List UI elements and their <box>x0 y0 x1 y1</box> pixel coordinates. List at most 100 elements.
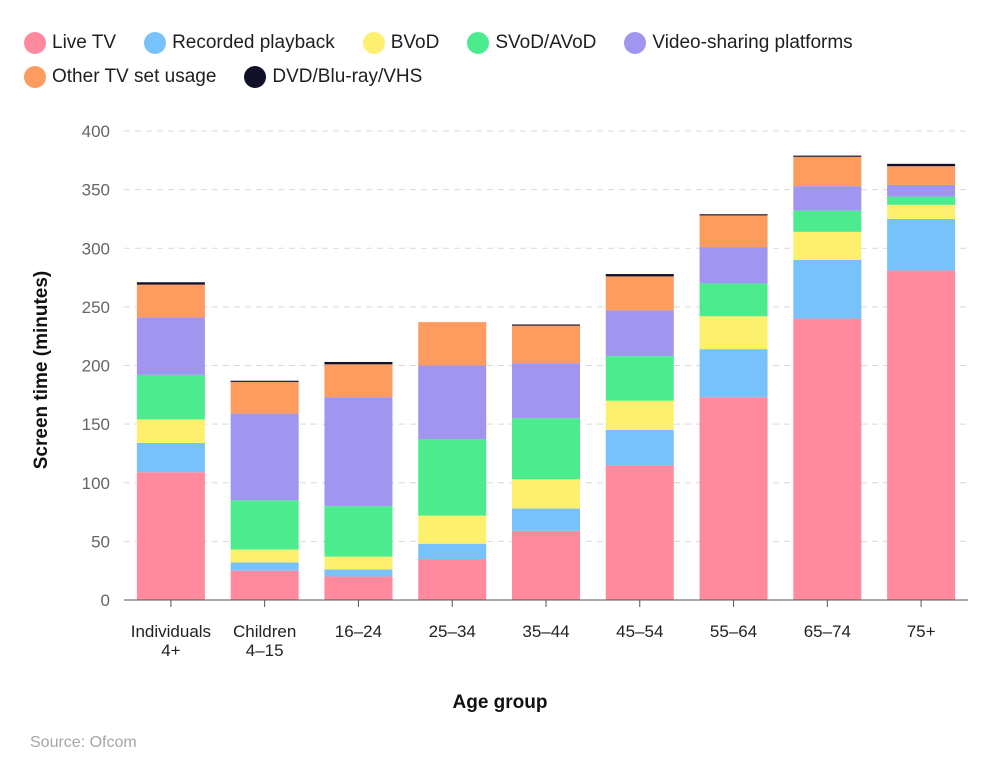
bar-segment-6-2 <box>699 316 768 350</box>
bar-segment-7-1 <box>793 259 862 319</box>
bar-segment-7-5 <box>793 156 862 187</box>
bar-segment-3-5 <box>418 322 487 366</box>
bar-segment-4-2 <box>512 479 580 509</box>
bar-stack-0 <box>136 282 205 600</box>
bar-segment-6-5 <box>699 215 768 248</box>
bar-segment-5-3 <box>605 356 674 401</box>
bar-stack-1 <box>230 380 299 600</box>
legend-item-bvod: BVoD <box>362 32 440 54</box>
x-axis-ticks: Individuals 4+ Children 4–15 16–24 25–34 35–44… <box>131 600 936 660</box>
y-tick-label-50: 50 <box>91 532 110 551</box>
bar-segment-0-0 <box>136 472 205 600</box>
legend-label-live-tv: Live TV <box>52 32 117 53</box>
y-tick-label-250: 250 <box>82 298 110 317</box>
bar-segment-4-4 <box>512 363 580 419</box>
bar-stack-3 <box>418 322 487 600</box>
bar-segment-1-0 <box>230 570 299 600</box>
x-tick-label-3: 25–34 <box>429 622 476 641</box>
bar-segment-1-3 <box>230 500 299 550</box>
bar-segment-5-6 <box>605 274 674 277</box>
bar-segment-8-0 <box>887 270 956 600</box>
bar-segment-3-4 <box>418 365 487 440</box>
bar-segment-8-6 <box>887 163 956 167</box>
y-axis-ticks: 0 50 100 150 200 250 300 350 400 <box>82 122 110 610</box>
bar-segment-4-3 <box>512 418 580 480</box>
bar-segment-1-6 <box>230 380 299 382</box>
bar-segment-1-2 <box>230 549 299 563</box>
bar-segment-4-6 <box>512 324 580 326</box>
legend-item-other-tv-set-usage: Other TV set usage <box>24 66 216 88</box>
bar-segment-2-0 <box>324 576 393 600</box>
bar-segment-3-1 <box>418 543 487 559</box>
bar-segment-7-4 <box>793 186 862 211</box>
legend-swatch-dvd-bluray-vhs <box>244 66 267 88</box>
legend-label-recorded-playback: Recorded playback <box>172 32 335 53</box>
x-tick-label-5: 45–54 <box>616 622 663 641</box>
bar-segment-2-5 <box>324 364 393 398</box>
bar-segment-5-1 <box>605 429 674 466</box>
bar-stack-4 <box>512 324 580 600</box>
bar-segment-7-6 <box>793 155 862 157</box>
bar-segment-8-1 <box>887 218 956 271</box>
legend-swatch-recorded-playback <box>144 32 167 54</box>
bar-segment-0-2 <box>136 419 205 443</box>
source-note: Source: Ofcom <box>30 734 137 751</box>
y-tick-label-350: 350 <box>82 181 110 200</box>
bar-segment-1-4 <box>230 413 299 501</box>
legend-item-live-tv: Live TV <box>24 32 116 54</box>
y-tick-label-300: 300 <box>82 239 110 258</box>
y-tick-label-100: 100 <box>82 474 110 493</box>
y-axis-title: Screen time (minutes) <box>31 271 52 470</box>
bar-stack-5 <box>605 274 674 600</box>
legend-label-video-sharing: Video-sharing platforms <box>652 32 853 53</box>
y-tick-label-150: 150 <box>82 415 110 434</box>
bar-segment-2-1 <box>324 569 393 577</box>
x-tick-label-2: 16–24 <box>335 622 382 641</box>
legend-item-dvd-bluray-vhs: DVD/Blu-ray/VHS <box>244 66 422 88</box>
bar-segment-8-5 <box>887 166 956 185</box>
bars <box>136 155 956 600</box>
bar-segment-2-6 <box>324 361 393 365</box>
bar-segment-2-3 <box>324 506 393 557</box>
legend-label-bvod: BVoD <box>390 32 440 53</box>
x-tick-label-6: 55–64 <box>710 622 757 641</box>
bar-stack-2 <box>324 361 393 600</box>
bar-segment-6-6 <box>699 214 768 216</box>
x-tick-label-8: 75+ <box>907 622 936 641</box>
bar-segment-1-1 <box>230 562 299 571</box>
bar-segment-4-0 <box>512 530 580 600</box>
y-tick-label-400: 400 <box>82 122 110 141</box>
bar-stack-6 <box>699 214 768 600</box>
bar-stack-7 <box>793 155 862 600</box>
legend-label-dvd-bluray-vhs: DVD/Blu-ray/VHS <box>272 66 423 87</box>
bar-segment-6-0 <box>699 397 768 600</box>
bar-segment-4-1 <box>512 508 580 531</box>
bar-segment-5-2 <box>605 400 674 430</box>
legend-swatch-video-sharing <box>624 32 647 54</box>
bar-segment-4-5 <box>512 325 580 364</box>
bar-segment-6-4 <box>699 247 768 284</box>
bar-segment-8-3 <box>887 196 956 205</box>
x-axis-title: Age group <box>453 692 548 713</box>
bar-segment-0-1 <box>136 442 205 473</box>
bar-segment-3-3 <box>418 439 487 516</box>
bar-segment-2-4 <box>324 397 393 507</box>
bar-segment-7-0 <box>793 318 862 600</box>
legend-item-video-sharing: Video-sharing platforms <box>624 32 853 54</box>
legend-row-2: Other TV set usage DVD/Blu-ray/VHS <box>24 60 984 94</box>
legend-swatch-live-tv <box>24 32 46 54</box>
bar-segment-3-0 <box>418 558 487 600</box>
legend-item-svod-avod: SVoD/AVoD <box>467 32 596 54</box>
y-tick-label-200: 200 <box>82 357 110 376</box>
bar-segment-7-2 <box>793 231 862 260</box>
bar-segment-5-5 <box>605 276 674 311</box>
bar-segment-0-3 <box>136 374 205 420</box>
legend-swatch-bvod <box>362 32 385 54</box>
bar-segment-5-4 <box>605 310 674 357</box>
legend-label-svod-avod: SVoD/AVoD <box>495 32 597 53</box>
bar-segment-3-2 <box>418 515 487 544</box>
chart-legend: Live TV Recorded playback BVoD SVoD/AVoD… <box>24 26 984 94</box>
legend-label-other-tv-set-usage: Other TV set usage <box>52 66 217 87</box>
legend-row-1: Live TV Recorded playback BVoD SVoD/AVoD… <box>24 26 984 60</box>
